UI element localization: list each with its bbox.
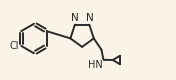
Text: N: N <box>86 13 94 23</box>
Text: Cl: Cl <box>10 41 19 51</box>
Text: HN: HN <box>88 60 103 70</box>
Text: N: N <box>71 13 78 23</box>
